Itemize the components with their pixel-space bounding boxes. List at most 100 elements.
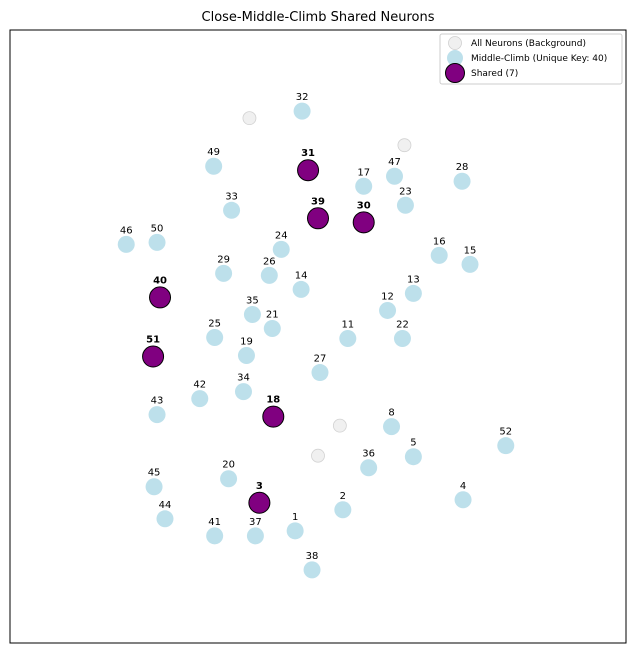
unique-point-label: 35: [246, 295, 259, 306]
shared-point-label: 3: [256, 481, 263, 492]
unique-point: [286, 522, 304, 540]
unique-point-label: 43: [151, 396, 164, 407]
unique-point: [303, 561, 321, 579]
unique-point-label: 21: [266, 309, 279, 320]
legend-box: [439, 33, 623, 85]
shared-point-label: 30: [357, 200, 371, 211]
unique-point-label: 8: [388, 408, 394, 419]
shared-point-label: 39: [311, 196, 325, 207]
unique-point-label: 47: [388, 157, 401, 168]
unique-point-label: 24: [275, 230, 288, 241]
unique-point: [386, 167, 404, 185]
unique-point-label: 37: [249, 517, 262, 528]
shared-point-label: 40: [153, 275, 167, 286]
shared-points-layer: 31 39 30 40 51 18 3: [142, 148, 375, 514]
unique-point: [237, 347, 255, 365]
unique-point: [360, 459, 378, 477]
unique-point: [215, 264, 233, 282]
unique-point: [379, 301, 397, 319]
unique-point-label: 33: [225, 191, 238, 202]
unique-point: [383, 418, 401, 436]
unique-point: [117, 235, 135, 253]
unique-point-label: 19: [240, 337, 253, 348]
unique-point: [234, 383, 252, 401]
unique-point: [191, 390, 209, 408]
unique-point-label: 22: [396, 320, 409, 331]
unique-point: [272, 240, 290, 258]
legend-label-unique: Middle-Climb (Unique Key: 40): [471, 54, 607, 64]
unique-point-label: 16: [433, 236, 446, 247]
unique-point: [145, 478, 163, 496]
unique-point: [206, 329, 224, 347]
shared-point: [248, 491, 271, 514]
unique-point: [404, 284, 422, 302]
unique-point-label: 52: [499, 427, 512, 438]
unique-point-label: 15: [464, 245, 477, 256]
unique-point: [148, 233, 166, 251]
unique-point-label: 42: [193, 380, 206, 391]
unique-point-label: 46: [120, 225, 133, 236]
unique-point-label: 32: [296, 92, 309, 103]
unique-point-label: 38: [306, 551, 319, 562]
unique-point-label: 11: [341, 320, 354, 331]
legend-marker-background: [448, 36, 462, 50]
legend: All Neurons (Background) Middle-Climb (U…: [439, 33, 623, 85]
unique-point: [223, 201, 241, 219]
unique-point-label: 17: [357, 167, 370, 178]
unique-point-label: 27: [314, 354, 327, 365]
unique-point: [461, 255, 479, 273]
unique-point-label: 26: [263, 256, 276, 267]
unique-point: [393, 330, 411, 348]
unique-point-label: 34: [237, 373, 250, 384]
shared-point-label: 31: [301, 148, 315, 159]
unique-point: [404, 448, 422, 466]
unique-point-label: 25: [208, 319, 221, 330]
shared-point: [307, 207, 329, 230]
plot-area: [9, 29, 627, 644]
unique-point: [311, 364, 329, 382]
unique-point: [148, 406, 166, 424]
background-point: [242, 111, 257, 126]
legend-label-background: All Neurons (Background): [471, 39, 586, 49]
background-point: [311, 448, 325, 463]
shared-point-label: 51: [146, 335, 160, 346]
legend-marker-shared: [445, 63, 465, 83]
unique-point-label: 49: [207, 147, 220, 158]
unique-point: [453, 172, 471, 190]
unique-point: [334, 501, 352, 519]
unique-point: [430, 246, 448, 264]
unique-point: [246, 527, 264, 545]
unique-point-label: 23: [399, 186, 412, 197]
unique-point-label: 4: [460, 481, 466, 492]
unique-point-label: 1: [292, 512, 298, 523]
background-points-layer: [242, 111, 412, 463]
unique-point-label: 5: [410, 438, 416, 449]
unique-point-label: 14: [295, 270, 308, 281]
unique-point: [206, 527, 224, 545]
unique-point-label: 12: [381, 291, 394, 302]
background-point: [397, 138, 412, 153]
unique-point-label: 41: [208, 517, 221, 528]
unique-point-label: 13: [407, 274, 420, 285]
unique-point: [454, 491, 472, 509]
chart-title: Close-Middle-Climb Shared Neurons: [202, 10, 435, 25]
unique-point-label: 2: [340, 491, 346, 502]
unique-point-label: 50: [151, 223, 164, 234]
unique-point: [339, 330, 357, 348]
unique-point: [355, 177, 373, 195]
unique-point: [156, 510, 174, 528]
unique-point: [293, 102, 311, 120]
legend-marker-unique: [447, 50, 463, 66]
unique-point-label: 45: [148, 468, 161, 479]
unique-point-label: 28: [456, 162, 469, 173]
shared-point-label: 18: [266, 395, 280, 406]
shared-point: [142, 345, 165, 368]
shared-point: [262, 405, 285, 428]
unique-point: [243, 305, 261, 323]
unique-point: [263, 319, 281, 337]
unique-point: [292, 280, 310, 298]
background-point: [332, 418, 347, 433]
unique-point-label: 20: [222, 460, 235, 471]
unique-point: [497, 437, 515, 455]
